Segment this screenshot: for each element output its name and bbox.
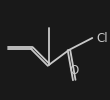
Text: Cl: Cl xyxy=(96,32,108,44)
Text: O: O xyxy=(70,64,79,78)
